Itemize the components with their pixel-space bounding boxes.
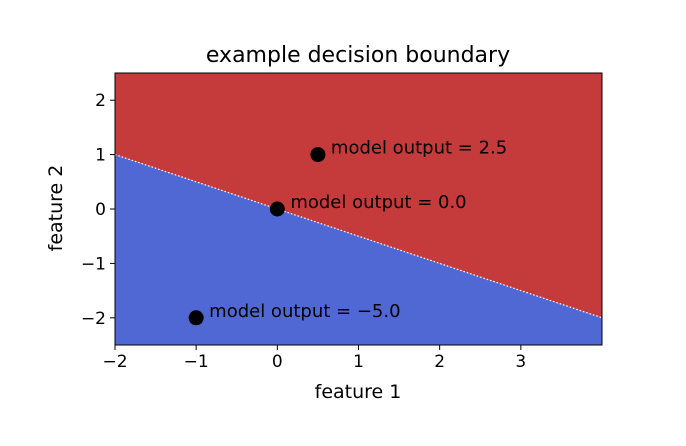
y-tick-label: −2 [81, 309, 106, 329]
x-tick-label: −2 [102, 352, 127, 372]
x-tick-label: 3 [515, 352, 526, 372]
point-annotation: model output = 0.0 [290, 192, 466, 213]
region-negative [115, 154, 602, 345]
x-tick-label: 2 [434, 352, 445, 372]
y-axis-label: feature 2 [45, 165, 67, 252]
y-tick-label: −1 [81, 254, 106, 274]
data-point [269, 201, 285, 217]
x-tick-label: 0 [272, 352, 283, 372]
x-tick-label: −1 [184, 352, 209, 372]
y-tick-label: 0 [95, 200, 106, 220]
plot-area: model output = 2.5 model output = 0.0 mode… [114, 73, 603, 345]
region-positive [115, 73, 602, 318]
x-axis-label: feature 1 [315, 381, 402, 403]
x-tick-label: 1 [353, 352, 364, 372]
decision-boundary-line [114, 154, 603, 319]
point-annotation: model output = −5.0 [209, 301, 400, 322]
point-annotation: model output = 2.5 [331, 138, 507, 159]
chart-title: example decision boundary [206, 43, 510, 68]
data-point [310, 147, 326, 163]
y-tick-label: 1 [95, 146, 106, 166]
data-point [188, 310, 204, 326]
y-tick-label: 2 [95, 91, 106, 111]
axes: −2 −1 0 1 2 3 −2 −1 0 1 2 [81, 72, 603, 372]
